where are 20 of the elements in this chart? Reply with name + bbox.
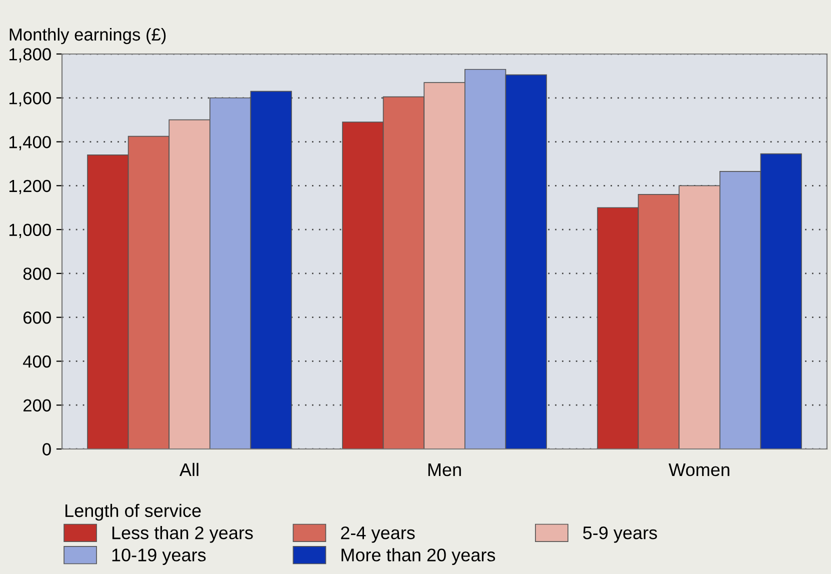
y-axis-title: Monthly earnings (£) (10, 28, 166, 44)
y-tick-label: 1,800 (9, 48, 51, 63)
legend-label: 10-19 years (112, 548, 206, 565)
y-tick-label: 800 (23, 268, 51, 280)
y-tick-label: 0 (42, 443, 51, 456)
legend-label: 2-4 years (341, 526, 415, 543)
x-tick-label: Men (428, 464, 461, 476)
y-tick-label: 1,400 (9, 136, 51, 150)
legend-label: 5-9 years (583, 526, 657, 543)
y-tick-label: 400 (23, 355, 51, 368)
y-tick-label: 1,000 (9, 224, 51, 238)
x-tick-label: Women (668, 464, 730, 476)
y-tick-label: 600 (24, 312, 51, 324)
y-tick-label: 1,600 (9, 92, 51, 106)
y-tick-label: 200 (23, 399, 51, 412)
legend-label: Less than 2 years (112, 526, 253, 543)
legend-title: Length of service (66, 504, 201, 521)
x-tick-label: All (180, 462, 198, 476)
y-tick-label: 1,200 (9, 180, 51, 194)
legend-label: More than 20 years (342, 548, 496, 565)
